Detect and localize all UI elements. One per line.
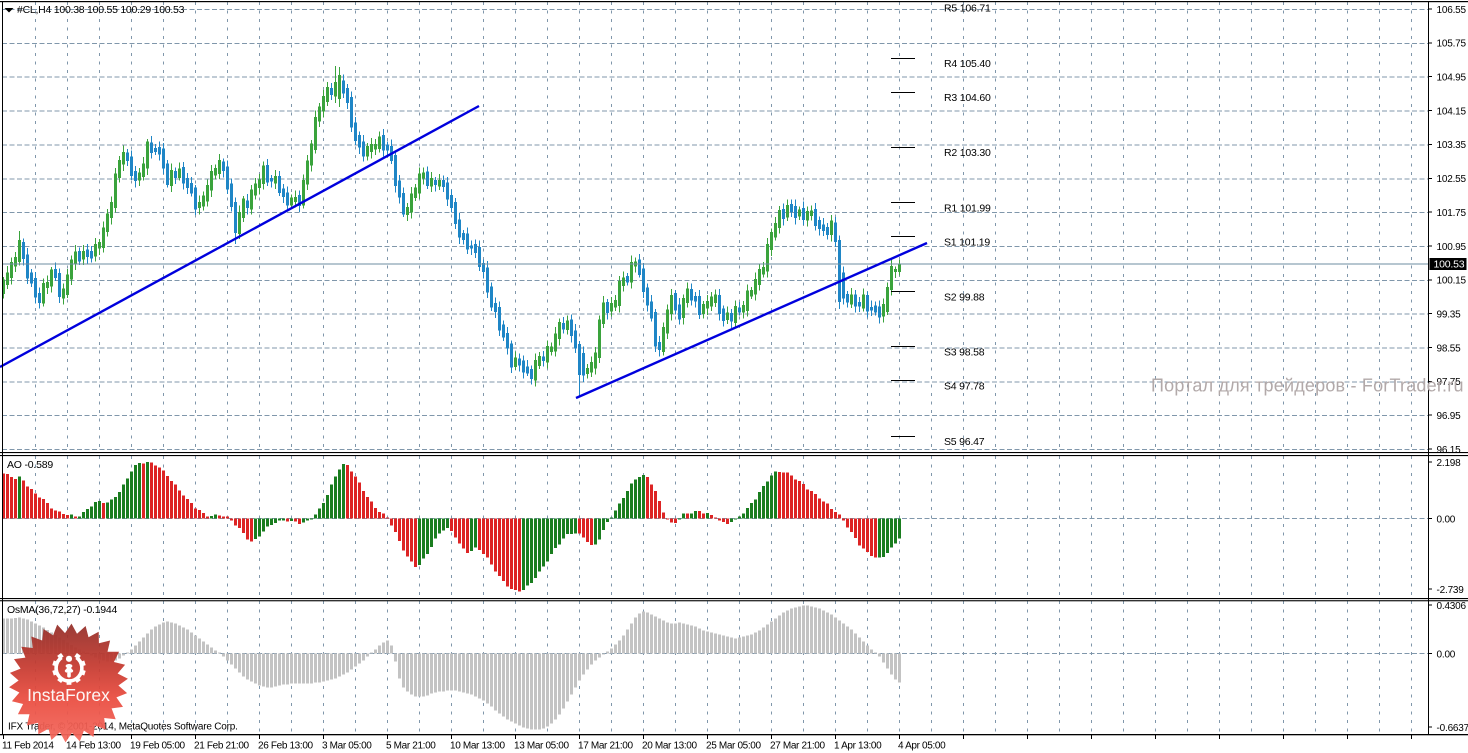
svg-text:0.00: 0.00: [1437, 514, 1456, 525]
svg-text:25 Mar 05:00: 25 Mar 05:00: [706, 741, 762, 752]
svg-text:4 Apr 05:00: 4 Apr 05:00: [898, 741, 946, 752]
svg-text:104.15: 104.15: [1437, 106, 1467, 117]
svg-text:R4 105.40: R4 105.40: [944, 58, 991, 70]
svg-text:3 Mar 05:00: 3 Mar 05:00: [322, 741, 372, 752]
svg-text:-2.739: -2.739: [1437, 585, 1465, 596]
svg-text:AO -0.589: AO -0.589: [7, 459, 53, 471]
svg-text:26 Feb 13:00: 26 Feb 13:00: [258, 741, 314, 752]
svg-text:17 Mar 21:00: 17 Mar 21:00: [578, 741, 634, 752]
svg-text:S2 99.88: S2 99.88: [944, 292, 985, 304]
svg-text:0.00: 0.00: [1437, 649, 1456, 660]
svg-text:100.95: 100.95: [1437, 242, 1467, 253]
svg-text:R3 104.60: R3 104.60: [944, 92, 991, 104]
svg-text:96.95: 96.95: [1437, 411, 1462, 422]
svg-text:S1 101.19: S1 101.19: [944, 236, 990, 248]
svg-text:S3 98.58: S3 98.58: [944, 347, 985, 359]
svg-text:-0.6637: -0.6637: [1437, 723, 1468, 734]
svg-text:11 Feb 2014: 11 Feb 2014: [2, 741, 54, 752]
svg-text:OsMA(36,72,27) -0.1944: OsMA(36,72,27) -0.1944: [7, 604, 117, 616]
svg-text:106.55: 106.55: [1437, 5, 1467, 16]
svg-text:R2 103.30: R2 103.30: [944, 147, 991, 159]
svg-text:21 Feb 21:00: 21 Feb 21:00: [194, 741, 250, 752]
svg-text:105.75: 105.75: [1437, 39, 1467, 50]
svg-text:19 Feb 05:00: 19 Feb 05:00: [130, 741, 186, 752]
svg-text:104.95: 104.95: [1437, 73, 1467, 84]
svg-text:10 Mar 13:00: 10 Mar 13:00: [450, 741, 506, 752]
svg-text:IFX Trader, © 2001-2014, Meta: IFX Trader, © 2001-2014, MetaQuotes Soft…: [8, 722, 238, 733]
svg-text:1 Apr 13:00: 1 Apr 13:00: [834, 741, 882, 752]
svg-text:99.35: 99.35: [1437, 309, 1462, 320]
svg-text:R5 106.71: R5 106.71: [944, 3, 991, 15]
svg-text:103.35: 103.35: [1437, 140, 1467, 151]
svg-text:5 Mar 21:00: 5 Mar 21:00: [386, 741, 436, 752]
svg-text:R1 101.99: R1 101.99: [944, 202, 991, 214]
svg-text:98.55: 98.55: [1437, 343, 1462, 354]
svg-text:13 Mar 05:00: 13 Mar 05:00: [514, 741, 570, 752]
svg-text:96.15: 96.15: [1437, 445, 1462, 456]
svg-text:Портал для трейдеров - ForTrad: Портал для трейдеров - ForTrader.ru: [1151, 376, 1464, 396]
svg-text:S5 96.47: S5 96.47: [944, 436, 985, 448]
svg-text:102.55: 102.55: [1437, 174, 1467, 185]
svg-text:97.75: 97.75: [1437, 377, 1462, 388]
svg-text:27 Mar 21:00: 27 Mar 21:00: [770, 741, 826, 752]
svg-text:100.53: 100.53: [1434, 259, 1465, 271]
svg-text:100.15: 100.15: [1437, 276, 1467, 287]
svg-text:#CL,H4 100.38 100.55 100.29 1: #CL,H4 100.38 100.55 100.29 100.53: [17, 4, 185, 16]
svg-text:20 Mar 13:00: 20 Mar 13:00: [642, 741, 698, 752]
svg-text:101.75: 101.75: [1437, 208, 1467, 219]
svg-text:S4 97.78: S4 97.78: [944, 381, 985, 393]
svg-text:0.4306: 0.4306: [1437, 601, 1467, 612]
svg-text:2.198: 2.198: [1437, 458, 1462, 469]
svg-text:14 Feb 13:00: 14 Feb 13:00: [66, 741, 122, 752]
svg-text:InstaForex: InstaForex: [27, 685, 110, 705]
